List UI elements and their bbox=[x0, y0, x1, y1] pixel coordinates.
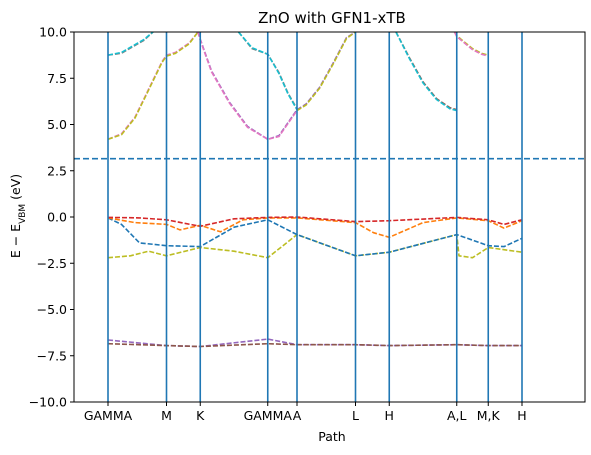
band-series-16 bbox=[395, 32, 458, 111]
x-tick-label-9: H bbox=[517, 408, 526, 423]
chart-title: ZnO with GFN1-xTB bbox=[258, 9, 406, 27]
y-tick-label-0: −10.0 bbox=[29, 395, 67, 410]
y-tick-label-1: −7.5 bbox=[37, 348, 67, 363]
band-series-layer bbox=[107, 32, 523, 348]
x-tick-label-4: A bbox=[293, 408, 302, 423]
y-tick-label-7: 7.5 bbox=[47, 71, 67, 86]
kpoint-lines bbox=[107, 32, 523, 402]
band-series-5 bbox=[107, 216, 523, 228]
band-series-8 bbox=[107, 32, 199, 141]
x-axis-ticks: GAMMA M K GAMMA A L H A,L M,K H bbox=[84, 402, 527, 423]
x-tick-label-8: M,K bbox=[477, 408, 501, 423]
band-series-6 bbox=[107, 32, 154, 56]
band-series-19 bbox=[453, 32, 489, 57]
x-tick-label-6: H bbox=[385, 408, 394, 423]
x-tick-label-2: K bbox=[196, 408, 205, 423]
x-axis-label: Path bbox=[318, 429, 345, 444]
y-tick-label-4: 0.0 bbox=[47, 210, 67, 225]
y-axis-label: E − EVBM (eV) bbox=[8, 174, 28, 258]
y-tick-label-6: 5.0 bbox=[47, 117, 67, 132]
band-series-3 bbox=[107, 217, 523, 257]
band-series-10 bbox=[197, 32, 298, 141]
band-series-17 bbox=[395, 32, 458, 112]
y-tick-label-5: 2.5 bbox=[47, 163, 67, 178]
x-tick-label-5: L bbox=[352, 408, 359, 423]
band-series-7 bbox=[107, 32, 154, 56]
band-series-13 bbox=[237, 32, 298, 111]
x-tick-label-0: GAMMA bbox=[84, 408, 133, 423]
x-tick-label-3: GAMMA bbox=[244, 408, 293, 423]
band-series-4 bbox=[107, 217, 523, 239]
x-tick-label-1: M bbox=[161, 408, 172, 423]
band-series-11 bbox=[197, 32, 298, 141]
y-tick-label-2: −5.0 bbox=[37, 302, 67, 317]
band-series-18 bbox=[453, 32, 489, 56]
x-tick-label-7: A,L bbox=[447, 408, 467, 423]
band-series-14 bbox=[296, 32, 356, 111]
y-axis-ticks: −10.0 −7.5 −5.0 −2.5 0.0 2.5 5.0 7.5 10.0 bbox=[29, 25, 74, 410]
y-tick-label-8: 10.0 bbox=[39, 25, 67, 40]
band-series-9 bbox=[107, 32, 199, 141]
band-series-15 bbox=[296, 32, 356, 112]
y-tick-label-3: −2.5 bbox=[37, 256, 67, 271]
band-series-1 bbox=[107, 342, 522, 348]
